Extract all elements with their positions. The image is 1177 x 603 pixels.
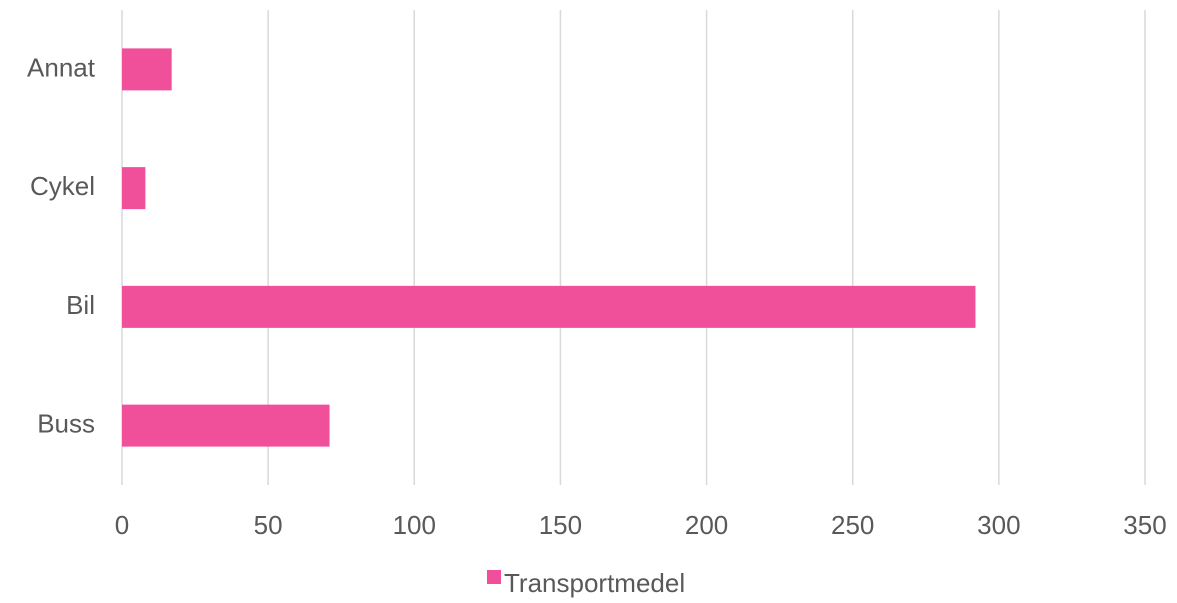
y-tick-label: Bil — [66, 290, 95, 320]
x-tick-label: 100 — [393, 510, 436, 540]
x-tick-label: 250 — [831, 510, 874, 540]
legend-label: Transportmedel — [504, 568, 685, 598]
bar — [122, 285, 976, 328]
y-tick-label: Annat — [27, 52, 96, 82]
legend-swatch — [487, 570, 501, 584]
x-tick-label: 50 — [254, 510, 283, 540]
x-tick-label: 300 — [977, 510, 1020, 540]
x-tick-label: 350 — [1123, 510, 1166, 540]
bar — [122, 48, 172, 91]
x-tick-label: 0 — [115, 510, 129, 540]
bar — [122, 404, 330, 447]
x-tick-label: 150 — [539, 510, 582, 540]
x-tick-label: 200 — [685, 510, 728, 540]
bar — [122, 167, 146, 210]
y-tick-label: Buss — [37, 409, 95, 439]
y-tick-label: Cykel — [30, 171, 95, 201]
